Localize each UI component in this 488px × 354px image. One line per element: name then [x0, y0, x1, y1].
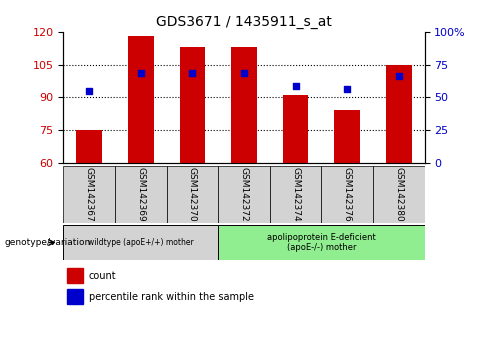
- Bar: [218, 166, 270, 223]
- Point: [343, 86, 351, 91]
- Title: GDS3671 / 1435911_s_at: GDS3671 / 1435911_s_at: [156, 16, 332, 29]
- Text: GSM142370: GSM142370: [188, 167, 197, 222]
- Text: apolipoprotein E-deficient
(apoE-/-) mother: apolipoprotein E-deficient (apoE-/-) mot…: [267, 233, 376, 252]
- Bar: [270, 166, 322, 223]
- Bar: [322, 166, 373, 223]
- Text: GSM142376: GSM142376: [343, 167, 352, 222]
- Bar: [67, 268, 83, 283]
- Bar: [63, 166, 115, 223]
- Point: [137, 70, 145, 76]
- Point: [240, 70, 248, 76]
- Point: [188, 70, 196, 76]
- Bar: [283, 95, 308, 163]
- Bar: [76, 130, 102, 163]
- Text: GSM142372: GSM142372: [240, 167, 248, 222]
- Bar: [63, 225, 218, 260]
- Point: [292, 84, 300, 89]
- Bar: [373, 166, 425, 223]
- Bar: [115, 166, 166, 223]
- Bar: [128, 36, 154, 163]
- Point: [395, 73, 403, 78]
- Text: GSM142367: GSM142367: [85, 167, 94, 222]
- Text: count: count: [89, 270, 116, 281]
- Bar: [166, 166, 218, 223]
- Text: GSM142380: GSM142380: [394, 167, 403, 222]
- Bar: [231, 47, 257, 163]
- Bar: [386, 65, 412, 163]
- Text: wildtype (apoE+/+) mother: wildtype (apoE+/+) mother: [88, 238, 194, 247]
- Bar: [334, 110, 360, 163]
- Bar: [67, 289, 83, 304]
- Text: percentile rank within the sample: percentile rank within the sample: [89, 292, 254, 302]
- Text: GSM142374: GSM142374: [291, 167, 300, 222]
- Text: genotype/variation: genotype/variation: [5, 238, 91, 247]
- Text: GSM142369: GSM142369: [136, 167, 145, 222]
- Bar: [180, 47, 205, 163]
- Point: [85, 88, 93, 93]
- Bar: [218, 225, 425, 260]
